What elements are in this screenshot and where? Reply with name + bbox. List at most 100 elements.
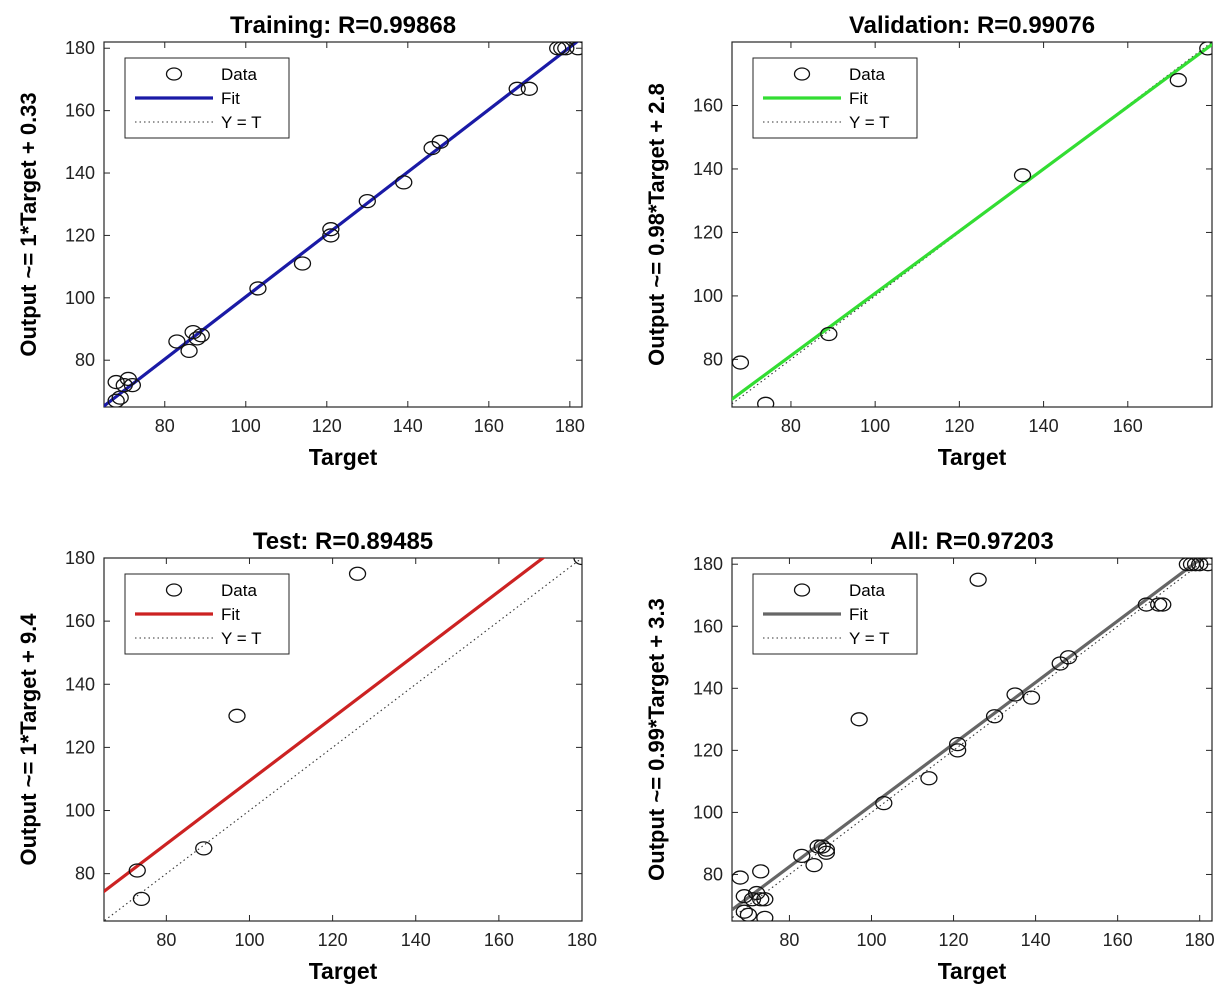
legend-data-label: Data xyxy=(221,65,257,84)
x-tick-label: 80 xyxy=(156,930,176,950)
data-point xyxy=(820,326,838,342)
x-tick-label: 80 xyxy=(155,416,175,436)
data-point xyxy=(249,281,267,296)
y-axis-label: Output ~= 0.98*Target + 2.8 xyxy=(644,83,669,366)
y-tick-label: 160 xyxy=(693,616,723,636)
legend-fit-label: Fit xyxy=(221,605,240,624)
y-tick-label: 180 xyxy=(65,38,95,58)
y-tick-label: 120 xyxy=(693,222,723,242)
data-point xyxy=(1199,558,1212,572)
data-point xyxy=(1169,72,1187,88)
data-point xyxy=(1186,558,1205,572)
legend-data-label: Data xyxy=(849,581,885,600)
y-tick-label: 80 xyxy=(75,350,95,370)
x-tick-label: 80 xyxy=(779,930,799,950)
y-tick-label: 100 xyxy=(693,286,723,306)
data-point xyxy=(756,892,774,907)
y-tick-label: 180 xyxy=(65,548,95,568)
data-point xyxy=(293,256,312,271)
data-point xyxy=(228,708,246,723)
data-point xyxy=(107,374,125,390)
legend-data-marker xyxy=(165,583,183,597)
data-point xyxy=(735,889,753,904)
x-axis-label: Target xyxy=(309,444,378,470)
data-point xyxy=(358,193,376,209)
y-tick-label: 100 xyxy=(65,288,95,308)
y-tick-label: 80 xyxy=(75,864,95,884)
y-tick-label: 80 xyxy=(703,349,723,369)
chart-title: All: R=0.97203 xyxy=(890,528,1053,555)
data-point xyxy=(569,42,582,56)
legend-fit-label: Fit xyxy=(849,89,868,108)
data-point xyxy=(985,709,1004,724)
x-tick-label: 120 xyxy=(318,930,348,950)
data-point xyxy=(520,81,538,96)
x-tick-label: 100 xyxy=(860,416,890,436)
plot-content xyxy=(104,558,582,921)
data-point xyxy=(192,328,210,343)
x-tick-label: 120 xyxy=(939,930,969,950)
data-point xyxy=(735,904,753,919)
data-point xyxy=(817,845,836,860)
data-point xyxy=(752,864,770,879)
legend-identity-label: Y = T xyxy=(849,113,889,132)
x-tick-label: 140 xyxy=(1029,416,1059,436)
x-axis-label: Target xyxy=(938,444,1007,470)
x-tick-label: 140 xyxy=(393,416,423,436)
data-point xyxy=(322,228,340,243)
data-point xyxy=(1154,597,1172,612)
data-point xyxy=(739,907,758,921)
x-tick-label: 160 xyxy=(1113,416,1143,436)
plot-content xyxy=(732,558,1212,921)
data-point xyxy=(969,572,987,587)
data-point xyxy=(817,842,836,857)
data-point xyxy=(107,393,125,407)
x-tick-label: 100 xyxy=(856,930,886,950)
data-point xyxy=(188,331,206,346)
legend-fit-label: Fit xyxy=(849,605,868,624)
y-axis-label: Output ~= 1*Target + 9.4 xyxy=(16,613,41,866)
plot-content xyxy=(104,42,582,407)
data-point xyxy=(168,334,186,349)
y-tick-label: 140 xyxy=(693,678,723,698)
data-point xyxy=(752,892,770,907)
data-point xyxy=(322,222,340,237)
legend-fit-label: Fit xyxy=(221,89,240,108)
data-point xyxy=(1178,558,1197,572)
data-point xyxy=(431,134,449,149)
legend: Data Fit Y = T xyxy=(124,573,290,655)
data-point xyxy=(180,343,198,358)
x-axis-label: Target xyxy=(938,958,1007,984)
x-tick-label: 140 xyxy=(1021,930,1051,950)
fit-line xyxy=(104,42,580,407)
legend: Data Fit Y = T xyxy=(752,57,918,139)
data-point xyxy=(920,771,938,786)
x-tick-label: 80 xyxy=(781,416,801,436)
x-axis-label: Target xyxy=(309,958,378,984)
chart-panel-3: 80 100 120 140 160 180 80 100 120 140 160 180 Data Fi… xyxy=(16,528,597,984)
y-tick-label: 160 xyxy=(693,95,723,115)
data-point xyxy=(557,42,575,56)
data-point xyxy=(1059,650,1078,665)
y-tick-label: 160 xyxy=(65,611,95,631)
data-point xyxy=(128,863,146,878)
data-point xyxy=(508,81,526,96)
data-point xyxy=(850,712,868,727)
y-tick-label: 160 xyxy=(65,101,95,121)
data-point xyxy=(132,891,151,907)
legend-data-label: Data xyxy=(849,65,885,84)
data-point xyxy=(1013,168,1032,183)
x-tick-label: 100 xyxy=(234,930,264,950)
chart-panel-4: 80 100 120 140 160 180 80 100 120 140 160 180 Data Fi… xyxy=(644,528,1215,984)
x-tick-label: 180 xyxy=(555,416,585,436)
chart-panel-2: 80 100 120 140 160 80 100 120 140 160 Data Fit Y = T… xyxy=(644,12,1213,470)
data-point xyxy=(793,848,811,863)
y-tick-label: 120 xyxy=(693,740,723,760)
data-point xyxy=(1022,690,1041,705)
y-tick-label: 140 xyxy=(693,159,723,179)
y-axis-label: Output ~= 0.99*Target + 3.3 xyxy=(644,598,669,881)
legend: Data Fit Y = T xyxy=(124,57,290,139)
legend: Data Fit Y = T xyxy=(752,573,918,655)
chart-title: Training: R=0.99868 xyxy=(230,12,456,39)
y-tick-label: 100 xyxy=(693,802,723,822)
